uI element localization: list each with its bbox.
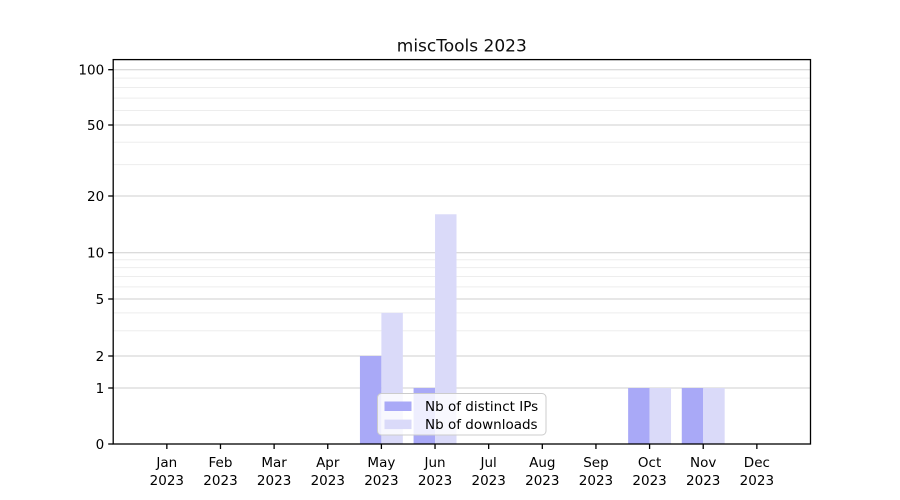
legend: Nb of distinct IPs Nb of downloads: [377, 393, 547, 436]
x-axis-tick-label-year-jun: 2023: [418, 473, 452, 489]
x-axis-tick-label-month-jan: Jan: [155, 455, 177, 471]
x-axis-tick-label-year-apr: 2023: [311, 473, 345, 489]
x-axis-tick-label-year-nov: 2023: [686, 473, 720, 489]
y-axis-tick-label-100: 100: [78, 63, 104, 79]
y-axis-tick-label-1: 1: [96, 381, 105, 397]
legend-swatch-downloads: [384, 419, 412, 430]
bar-downloads-nov: [703, 388, 725, 444]
x-axis-tick-label-month-oct: Oct: [638, 455, 661, 471]
bar-downloads-oct: [649, 388, 672, 444]
major-gridlines: [113, 69, 811, 389]
legend-box: [377, 393, 547, 436]
legend-label-distinct-ips: Nb of distinct IPs: [425, 399, 538, 415]
x-axis-tick-label-month-sep: Sep: [583, 455, 608, 471]
x-axis-tick-label-year-mar: 2023: [257, 473, 291, 489]
tick-labels-group: 0 1 2 5 10 20 50 100 Jan 2023 Feb 2023 Mar 2023 Apr 202…: [78, 63, 774, 490]
y-axis-tick-label-2: 2: [96, 349, 105, 365]
bar-distinct-ips-nov: [681, 388, 704, 444]
x-axis-tick-label-year-aug: 2023: [525, 473, 559, 489]
x-axis-tick-label-month-jun: Jun: [423, 455, 445, 471]
x-axis-tick-label-month-jul: Jul: [480, 455, 497, 471]
bar-distinct-ips-may: [359, 356, 382, 444]
bar-downloads-jun: [435, 214, 457, 444]
y-axis-tick-label-0: 0: [96, 437, 105, 453]
x-axis-tick-label-month-aug: Aug: [529, 455, 555, 471]
x-axis-tick-label-year-oct: 2023: [632, 473, 666, 489]
x-axis-tick-label-month-feb: Feb: [209, 455, 233, 471]
x-axis-tick-label-year-jan: 2023: [150, 473, 184, 489]
minor-gridlines: [113, 77, 811, 332]
chart-title: miscTools 2023: [397, 37, 527, 57]
x-axis-tick-label-year-feb: 2023: [203, 473, 237, 489]
legend-label-downloads: Nb of downloads: [425, 417, 538, 433]
x-axis-tick-label-year-may: 2023: [364, 473, 398, 489]
x-axis-tick-label-year-sep: 2023: [579, 473, 613, 489]
x-axis-tick-label-month-mar: Mar: [261, 455, 287, 471]
x-axis-tick-label-month-may: May: [367, 455, 395, 471]
axes-group: [108, 58, 812, 449]
bar-distinct-ips-oct: [628, 388, 650, 444]
y-axis-tick-label-5: 5: [96, 292, 105, 308]
legend-swatch-distinct-ips: [384, 401, 412, 411]
x-axis-tick-label-month-apr: Apr: [316, 455, 340, 471]
y-axis-tick-label-10: 10: [87, 246, 104, 262]
x-axis-tick-label-month-nov: Nov: [690, 455, 716, 471]
x-axis-tick-label-year-dec: 2023: [740, 473, 774, 489]
x-axis-tick-label-month-dec: Dec: [744, 455, 770, 471]
y-axis-tick-label-20: 20: [87, 189, 104, 205]
x-axis-tick-label-year-jul: 2023: [471, 473, 505, 489]
y-axis-tick-label-50: 50: [87, 118, 104, 134]
plot-frame: [112, 58, 812, 445]
